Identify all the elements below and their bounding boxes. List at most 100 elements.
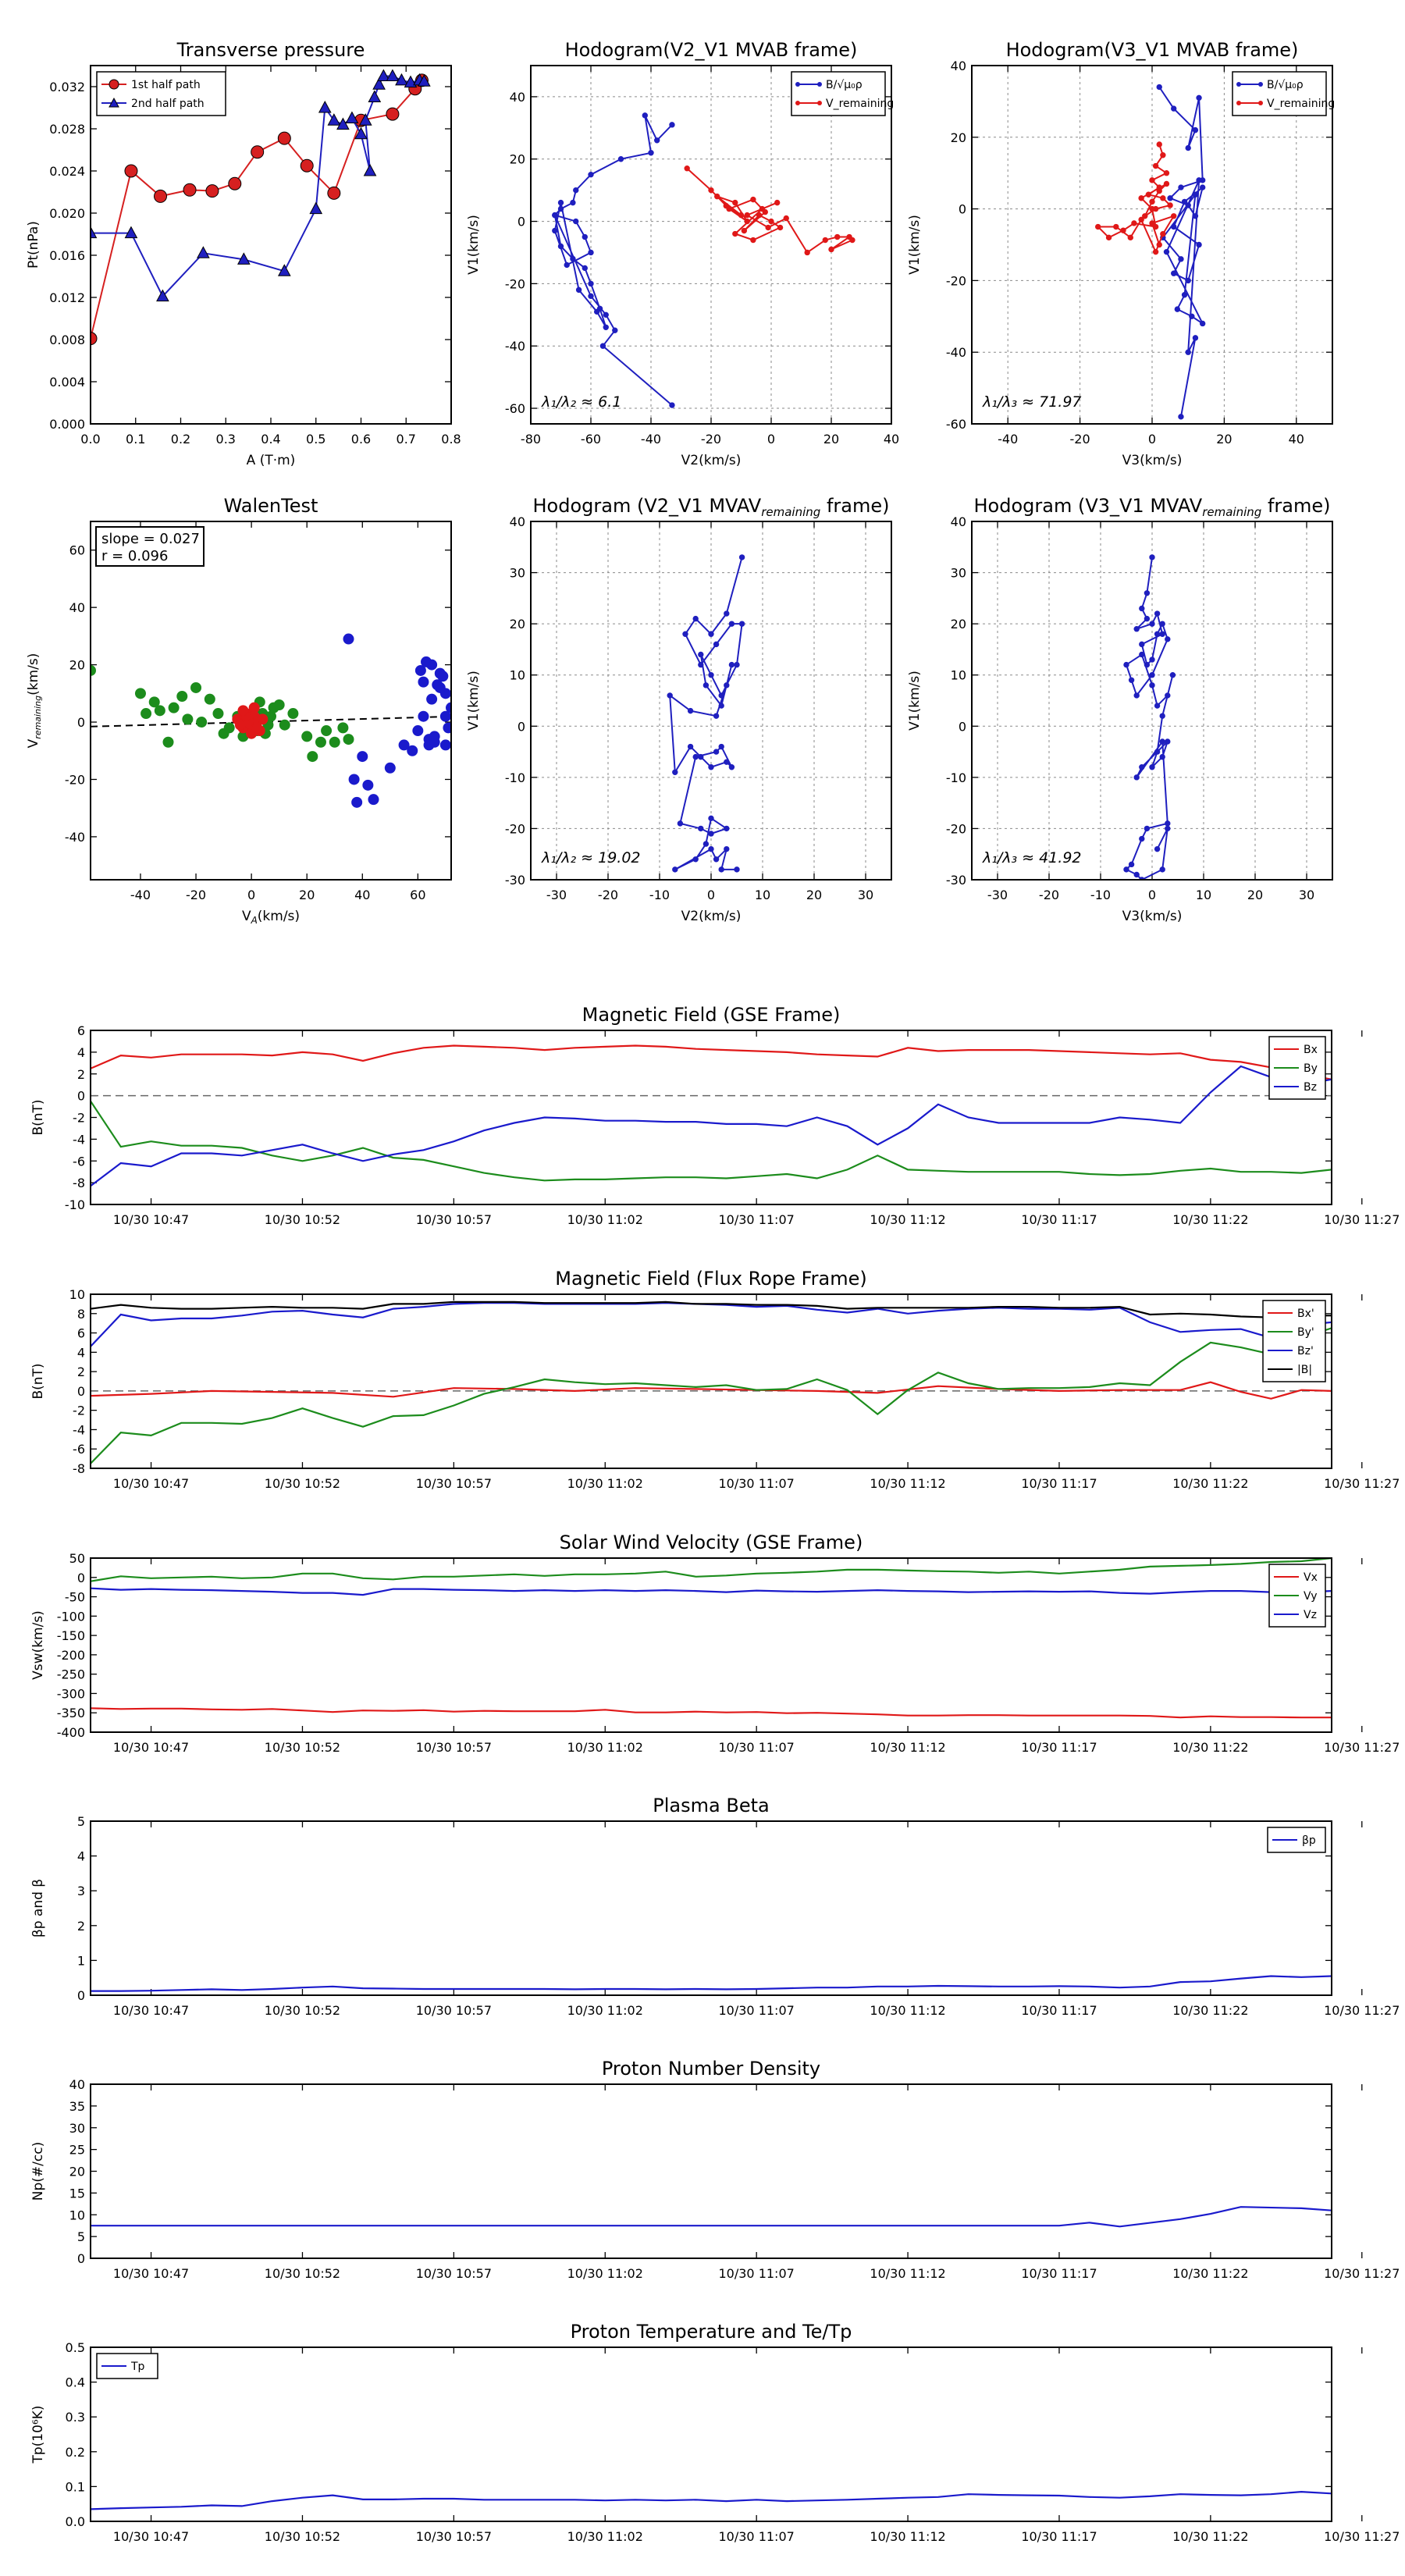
data-point bbox=[684, 165, 690, 172]
data-point bbox=[1154, 631, 1161, 637]
y-tick-label: 0 bbox=[77, 1384, 85, 1399]
x-tick-label: -40 bbox=[641, 432, 661, 447]
series--b- bbox=[91, 1300, 1332, 1318]
data-point bbox=[1199, 320, 1206, 327]
x-tick-label: 10/30 11:02 bbox=[567, 2003, 643, 2018]
data-point bbox=[724, 825, 730, 832]
data-point bbox=[1181, 198, 1188, 205]
data-point bbox=[426, 693, 438, 705]
y-tick-label: -10 bbox=[946, 770, 966, 785]
y-tick-label: -20 bbox=[505, 821, 525, 836]
data-point bbox=[1154, 845, 1161, 852]
chart-bfr: Magnetic Field (Flux Rope Frame) 10/30 10… bbox=[30, 1268, 1400, 1491]
x-tick-label: 0.2 bbox=[171, 432, 190, 447]
x-tick-label: 0 bbox=[247, 888, 255, 902]
data-point bbox=[1152, 162, 1159, 169]
data-point bbox=[714, 193, 720, 200]
data-point bbox=[570, 199, 576, 206]
data-point bbox=[1192, 191, 1199, 197]
data-layer bbox=[91, 1044, 1332, 1187]
data-point bbox=[682, 631, 688, 637]
y-tick-label: -2 bbox=[73, 1111, 85, 1126]
data-point bbox=[162, 736, 174, 748]
series-bz bbox=[91, 1065, 1332, 1187]
y-tick-label: -40 bbox=[946, 345, 966, 360]
data-point bbox=[443, 722, 451, 734]
data-layer bbox=[552, 112, 855, 408]
chart-h31: Hodogram(V3_V1 MVAB frame) -40 -20 0 20 40 -60… bbox=[907, 39, 1335, 468]
data-point bbox=[804, 249, 810, 256]
data-point bbox=[1149, 554, 1155, 560]
data-layer bbox=[91, 1300, 1332, 1464]
y-tick-label: 5 bbox=[77, 1814, 85, 1829]
x-tick-label: 10/30 11:02 bbox=[567, 2266, 643, 2281]
data-point bbox=[738, 621, 745, 627]
x-tick-label: 0.6 bbox=[351, 432, 371, 447]
legend-marker bbox=[817, 82, 822, 87]
data-point bbox=[1159, 713, 1165, 719]
series-by bbox=[91, 1100, 1332, 1182]
data-point bbox=[1123, 866, 1129, 873]
y-tick-label: 4 bbox=[77, 1345, 85, 1360]
data-point bbox=[386, 69, 400, 81]
legend: 1st half path 2nd half path bbox=[96, 71, 226, 116]
x-tick-label: 10/30 10:52 bbox=[265, 1740, 340, 1755]
y-tick-label: 0.020 bbox=[49, 206, 85, 221]
x-tick-label: 10/30 11:17 bbox=[1021, 1476, 1097, 1491]
data-point bbox=[1167, 195, 1173, 201]
series-line bbox=[553, 115, 673, 406]
data-point bbox=[148, 696, 160, 708]
label-subscript: A bbox=[251, 915, 258, 926]
x-tick-label: -20 bbox=[186, 888, 206, 902]
data-point bbox=[1144, 661, 1151, 668]
data-point bbox=[197, 246, 210, 258]
chart-bgse: Magnetic Field (GSE Frame) 10/30 10:47 10/… bbox=[30, 1004, 1400, 1227]
x-tick-label: 10/30 11:02 bbox=[567, 2529, 643, 2544]
data-point bbox=[1163, 248, 1170, 255]
data-point bbox=[368, 794, 379, 806]
x-axis-label: V3(km/s) bbox=[1122, 453, 1183, 468]
data-point bbox=[1156, 141, 1162, 148]
data-point bbox=[1165, 825, 1171, 832]
y-tick-label: 40 bbox=[69, 2077, 85, 2092]
legend-marker bbox=[1258, 82, 1263, 87]
data-point bbox=[692, 753, 699, 760]
x-axis-label: V2(km/s) bbox=[681, 909, 742, 924]
data-point bbox=[277, 131, 291, 145]
data-point bbox=[734, 661, 740, 668]
data-point bbox=[588, 293, 594, 300]
data-point bbox=[708, 187, 714, 194]
data-point bbox=[1133, 626, 1140, 632]
title-subscript: remaining bbox=[1202, 505, 1261, 519]
y-tick-label: -60 bbox=[946, 417, 966, 432]
data-point bbox=[728, 661, 735, 668]
x-tick-label: 40 bbox=[354, 888, 370, 902]
plot-frame bbox=[530, 65, 892, 425]
legend-box bbox=[96, 2353, 158, 2379]
data-point bbox=[669, 402, 675, 408]
data-point bbox=[741, 227, 748, 234]
label-part: (km/s) bbox=[258, 909, 300, 924]
x-tick-label: 10/30 10:52 bbox=[265, 2529, 340, 2544]
data-point bbox=[552, 212, 558, 219]
data-layer bbox=[91, 633, 451, 808]
data-point bbox=[414, 664, 426, 676]
data-point bbox=[318, 100, 332, 113]
x-tick-label: 10/30 11:27 bbox=[1324, 1740, 1400, 1755]
data-point bbox=[557, 205, 564, 212]
data-point bbox=[1149, 220, 1155, 226]
chart-title: Proton Temperature and Te/Tp bbox=[571, 2321, 852, 2343]
legend-box bbox=[96, 71, 226, 116]
data-point bbox=[713, 713, 720, 719]
x-tick-label: -20 bbox=[701, 432, 721, 447]
data-point bbox=[1154, 610, 1161, 617]
x-tick-label: 0.1 bbox=[126, 432, 145, 447]
data-point bbox=[726, 205, 732, 212]
data-point bbox=[273, 699, 285, 711]
x-tick-label: 20 bbox=[1247, 888, 1263, 902]
plot-frame bbox=[90, 2347, 1332, 2522]
data-point bbox=[1174, 306, 1181, 312]
legend: B/√μ₀ρ V_remaining bbox=[1232, 71, 1335, 116]
data-point bbox=[1196, 241, 1202, 248]
